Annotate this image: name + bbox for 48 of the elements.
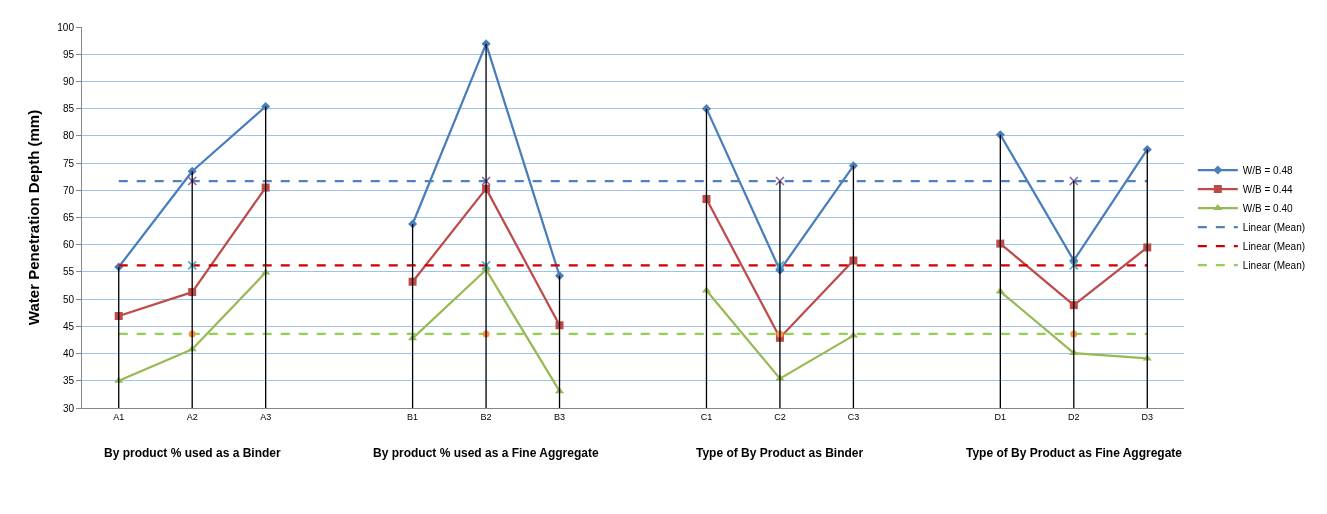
y-tick-label: 70 (62, 184, 75, 196)
y-tick-label: 45 (62, 320, 75, 332)
text: By product % used as a Binder (104, 446, 282, 460)
text: By product % used as a Fine Aggregate (373, 446, 599, 460)
legend-label: W/B = 0.48 (1242, 164, 1293, 176)
point (187, 176, 197, 186)
y-tick-label: 35 (62, 375, 75, 387)
point (775, 260, 785, 271)
legend-label: W/B = 0.44 (1242, 183, 1293, 195)
point (1069, 260, 1079, 271)
y-tick-label: 90 (62, 75, 75, 87)
x-tick-label: C2 (774, 411, 786, 422)
y-tick-label: 95 (62, 48, 75, 60)
point (481, 260, 491, 271)
y-tick-label: 40 (62, 348, 75, 360)
x-tick-label: A2 (186, 411, 198, 422)
x-tick-label: A3 (260, 411, 272, 422)
legend-label: Linear (Mean) (1242, 240, 1306, 252)
legend-label: Linear (Mean) (1242, 221, 1306, 233)
x-tick-label: D1 (994, 411, 1007, 422)
point (481, 176, 491, 186)
y-tick-label: 80 (62, 130, 75, 142)
point (848, 161, 858, 171)
x-tick-label: C3 (847, 411, 860, 422)
point (187, 260, 197, 271)
point (775, 176, 785, 186)
y-axis-title: Water Penetration Depth (mm) (24, 109, 42, 326)
legend-label: Linear (Mean) (1242, 259, 1306, 271)
text: Type of By Product as Fine Aggregate (966, 446, 1183, 460)
y-tick-label: 75 (62, 157, 75, 169)
point (995, 130, 1005, 140)
legend-label: W/B = 0.40 (1242, 202, 1293, 214)
x-tick-label: B1 (407, 411, 419, 422)
text: Type of By Product as Binder (696, 446, 864, 460)
x-tick-label: A1 (113, 411, 125, 422)
x-tick-label: D2 (1068, 411, 1080, 422)
y-tick-label: 65 (62, 212, 75, 223)
y-tick-label: 50 (62, 293, 75, 305)
x-tick-label: B2 (480, 411, 492, 422)
y-tick-label: 85 (62, 103, 75, 115)
y-tick-label: 100 (57, 21, 75, 33)
point (1069, 176, 1079, 186)
y-tick-label: 30 (62, 402, 75, 414)
x-tick-label: B3 (554, 411, 566, 422)
x-tick-label: D3 (1141, 411, 1154, 422)
x-tick-label: C1 (700, 411, 713, 422)
y-tick-label: 55 (62, 266, 75, 278)
y-tick-label: 60 (62, 239, 75, 251)
